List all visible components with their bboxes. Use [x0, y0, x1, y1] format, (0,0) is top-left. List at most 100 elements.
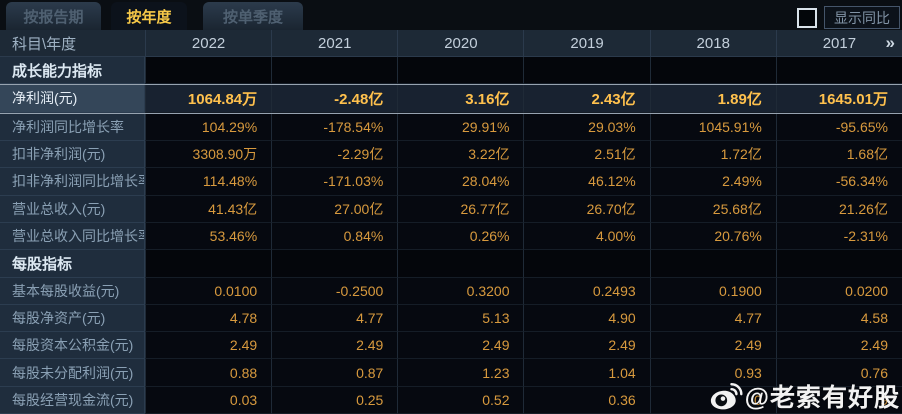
cell-value: -2.31%: [775, 222, 902, 251]
row-label: 扣非净利润(元): [0, 140, 145, 169]
cell-value: [145, 250, 272, 278]
cell-value: -95.65%: [775, 113, 902, 141]
cell-value: 26.77亿: [397, 195, 524, 223]
cell-value: -2.48亿: [271, 85, 398, 113]
cell-value: -0.2500: [271, 277, 398, 305]
table-row: 每股经营现金流(元) 0.03 0.25 0.52 0.36 0 9: [0, 386, 902, 414]
tab-by-report-period[interactable]: 按报告期: [6, 2, 101, 30]
cell-value: 29.91%: [397, 113, 524, 141]
cell-value: -2.29亿: [271, 140, 398, 169]
cell-value: 0.84%: [271, 222, 398, 251]
cell-value: 1.72亿: [649, 140, 776, 169]
cell-value: [271, 57, 398, 85]
table-row: 扣非净利润同比增长率 114.48% -171.03% 28.04% 46.12% 2.4…: [0, 168, 902, 196]
row-label: 扣非净利润同比增长率: [0, 168, 145, 196]
cell-value: 1045.91%: [649, 113, 776, 141]
yoy-checkbox[interactable]: [797, 7, 817, 28]
cell-value: 1.68亿: [775, 140, 902, 169]
cell-value: 2.51亿: [523, 140, 650, 169]
cell-value: 9: [775, 386, 902, 414]
table-body: 成长能力指标 净利润(元) 1064.84万 -2.48亿 3.16亿 2.43亿 1.89…: [0, 57, 902, 414]
cell-value: [649, 250, 776, 278]
cell-value: 41.43亿: [145, 195, 272, 223]
cell-value: 0.0100: [145, 277, 272, 305]
row-label: 净利润(元): [0, 85, 145, 113]
cell-value: -178.54%: [271, 113, 398, 141]
cell-value: 2.49: [397, 332, 524, 360]
year-column-header: 2018: [649, 30, 776, 56]
cell-value: 28.04%: [397, 168, 524, 196]
cell-value: [145, 57, 272, 85]
show-yoy-label[interactable]: 显示同比: [824, 6, 900, 29]
cell-value: 0: [649, 386, 776, 414]
cell-value: 26.70亿: [523, 195, 650, 223]
tab-by-year[interactable]: 按年度: [111, 2, 187, 30]
cell-value: 0.52: [397, 386, 524, 414]
cell-value: 53.46%: [145, 222, 272, 251]
row-label: 每股经营现金流(元): [0, 386, 145, 414]
cell-value: [397, 250, 524, 278]
cell-value: 1645.01万: [775, 85, 902, 113]
cell-value: 21.26亿: [775, 195, 902, 223]
table-header-row: 科目\年度 2022 2021 2020 2019 2018 2017 »: [0, 30, 902, 57]
row-label: 每股指标: [0, 250, 145, 278]
cell-value: 2.49: [523, 332, 650, 360]
cell-value: 1.89亿: [649, 85, 776, 113]
table-row: 营业总收入同比增长率 53.46% 0.84% 0.26% 4.00% 20.76% -2.…: [0, 222, 902, 251]
table-row: 扣非净利润(元) 3308.90万 -2.29亿 3.22亿 2.51亿 1.72亿 1.6…: [0, 140, 902, 169]
table-row: 净利润(元) 1064.84万 -2.48亿 3.16亿 2.43亿 1.89亿 1645.…: [0, 84, 902, 114]
cell-value: 0.03: [145, 386, 272, 414]
cell-value: [523, 57, 650, 85]
cell-value: 2.49: [649, 332, 776, 360]
cell-value: 0.93: [649, 359, 776, 387]
cell-value: 1064.84万: [145, 85, 272, 113]
cell-value: [523, 250, 650, 278]
cell-value: 4.58: [775, 304, 902, 333]
cell-value: 4.77: [271, 304, 398, 333]
table-row: 每股指标: [0, 250, 902, 278]
corner-header: 科目\年度: [12, 35, 77, 53]
cell-value: 4.78: [145, 304, 272, 333]
cell-value: 3308.90万: [145, 140, 272, 169]
row-label: 净利润同比增长率: [0, 113, 145, 141]
cell-value: 20.76%: [649, 222, 776, 251]
cell-value: 4.77: [649, 304, 776, 333]
cell-value: 0.88: [145, 359, 272, 387]
row-label: 成长能力指标: [0, 57, 145, 85]
cell-value: 0.1900: [649, 277, 776, 305]
cell-value: [649, 57, 776, 85]
cell-value: 29.03%: [523, 113, 650, 141]
cell-value: 0.76: [775, 359, 902, 387]
table-row: 营业总收入(元) 41.43亿 27.00亿 26.77亿 26.70亿 25.68亿 21…: [0, 195, 902, 223]
cell-value: 3.22亿: [397, 140, 524, 169]
cell-value: 46.12%: [523, 168, 650, 196]
row-label: 每股资本公积金(元): [0, 332, 145, 360]
cell-value: 0.87: [271, 359, 398, 387]
table-row: 每股资本公积金(元) 2.49 2.49 2.49 2.49 2.49 2.49: [0, 332, 902, 360]
cell-value: 104.29%: [145, 113, 272, 141]
cell-value: 0.3200: [397, 277, 524, 305]
tab-bar: 按报告期 按年度 按单季度 显示同比: [0, 0, 902, 30]
cell-value: -171.03%: [271, 168, 398, 196]
tab-by-quarter[interactable]: 按单季度: [203, 2, 303, 30]
cell-value: [271, 250, 398, 278]
cell-value: 4.00%: [523, 222, 650, 251]
cell-value: 2.49%: [649, 168, 776, 196]
cell-value: 1.23: [397, 359, 524, 387]
financial-table: 科目\年度 2022 2021 2020 2019 2018 2017 » 成长…: [0, 30, 902, 414]
cell-value: 4.90: [523, 304, 650, 333]
cell-value: [775, 250, 902, 278]
row-label: 基本每股收益(元): [0, 277, 145, 305]
cell-value: 114.48%: [145, 168, 272, 196]
cell-value: 2.43亿: [523, 85, 650, 113]
cell-value: 2.49: [271, 332, 398, 360]
year-column-header: 2019: [523, 30, 649, 56]
table-row: 每股净资产(元) 4.78 4.77 5.13 4.90 4.77 4.58: [0, 304, 902, 333]
table-row: 成长能力指标: [0, 57, 902, 85]
cell-value: 0.25: [271, 386, 398, 414]
cell-value: 5.13: [397, 304, 524, 333]
cell-value: 0.0200: [775, 277, 902, 305]
more-years-icon[interactable]: »: [885, 33, 895, 52]
row-label: 每股净资产(元): [0, 304, 145, 333]
yoy-controls: 显示同比: [797, 6, 900, 29]
